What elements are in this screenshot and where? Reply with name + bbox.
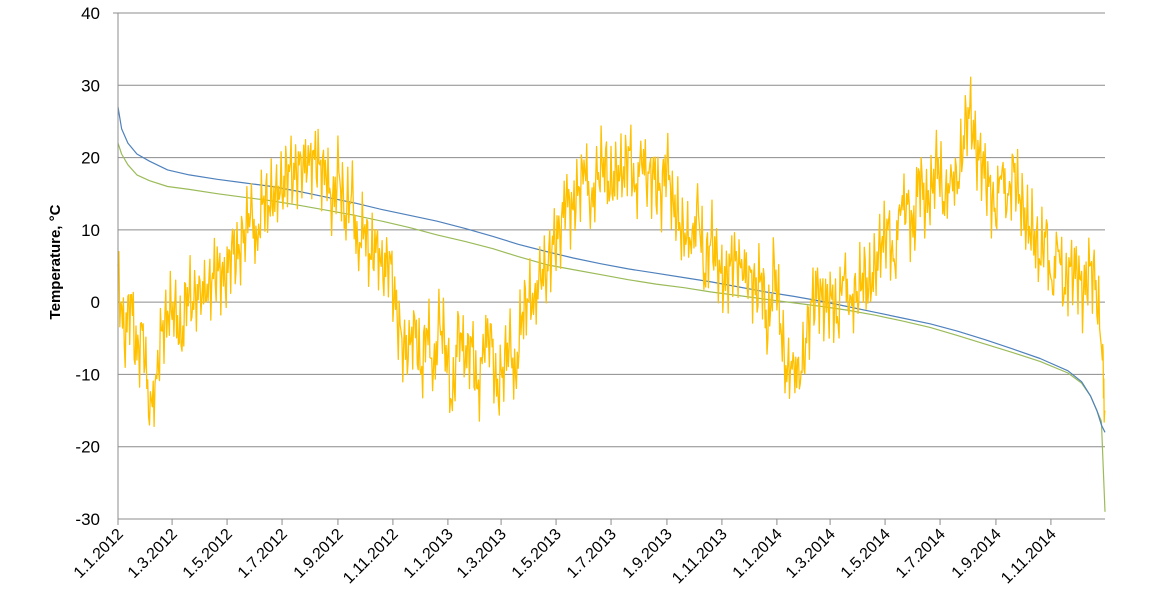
- x-tick-label: 1.7.2014: [893, 526, 949, 582]
- y-tick-label: -20: [75, 438, 100, 457]
- x-tick-label: 1.5.2014: [838, 526, 894, 582]
- x-tick-label: 1.11.2013: [669, 526, 731, 588]
- x-tick-label: 1.9.2012: [291, 526, 347, 582]
- y-tick-label: 0: [91, 293, 100, 312]
- x-tick-label: 1.1.2014: [730, 526, 786, 582]
- axes: [113, 12, 1105, 525]
- x-tick-label: 1.5.2013: [509, 526, 565, 582]
- series-daily-temperature-line: [117, 76, 1106, 427]
- gridlines: [118, 12, 1105, 448]
- series-lines: [117, 76, 1106, 512]
- x-tick-label: 1.3.2014: [783, 526, 839, 582]
- y-tick-labels: 40 30 20 10 0 -10 -20 -30: [75, 4, 100, 529]
- x-tick-label: 1.9.2013: [620, 526, 676, 582]
- x-tick-label: 1.1.2013: [401, 526, 457, 582]
- x-tick-label: 1.1.2012: [71, 526, 127, 582]
- y-tick-label: 20: [81, 149, 100, 168]
- y-tick-label: 30: [81, 76, 100, 95]
- x-tick-label: 1.5.2012: [180, 526, 236, 582]
- y-tick-label: 10: [81, 221, 100, 240]
- y-tick-label: -30: [75, 510, 100, 529]
- x-tick-label: 1.7.2012: [235, 526, 291, 582]
- x-tick-label: 1.11.2012: [340, 526, 402, 588]
- y-axis-label: Temperature, °C: [47, 204, 64, 319]
- y-tick-label: 40: [81, 4, 100, 23]
- x-tick-label: 1.3.2013: [454, 526, 510, 582]
- series-blue-duration-curve-line: [117, 106, 1106, 433]
- x-tick-label: 1.7.2013: [564, 526, 620, 582]
- x-tick-label: 1.9.2014: [949, 526, 1005, 582]
- series-green-duration-curve-line: [117, 142, 1106, 512]
- x-tick-label: 1.11.2014: [998, 526, 1060, 588]
- x-tick-label: 1.3.2012: [125, 526, 181, 582]
- y-tick-label: -10: [75, 365, 100, 384]
